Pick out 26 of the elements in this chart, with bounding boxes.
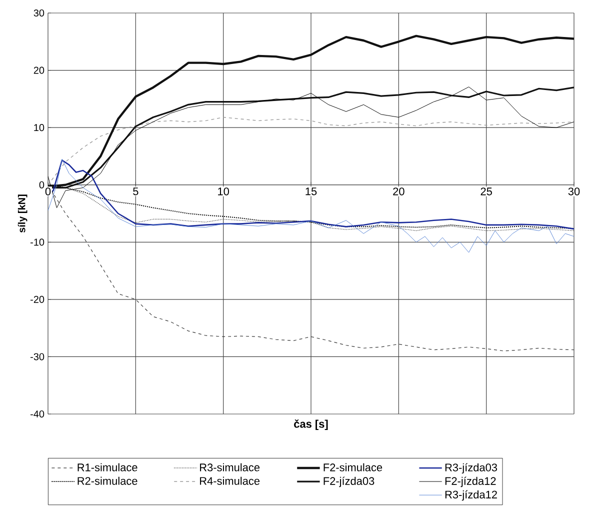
legend-label: R3-simulace bbox=[200, 463, 260, 472]
x-tick-label: 20 bbox=[393, 188, 404, 196]
y-tick-label: 0 bbox=[39, 181, 44, 188]
legend-label: R1-simulace bbox=[78, 463, 138, 472]
x-tick-label: 0 bbox=[45, 188, 51, 196]
legend-label: R3-jízda12 bbox=[445, 490, 497, 501]
legend-label: R4-simulace bbox=[200, 476, 260, 485]
y-tick-label: -10 bbox=[30, 238, 44, 246]
x-axis-title: čas [s] bbox=[294, 420, 328, 430]
y-tick-label: -20 bbox=[30, 296, 44, 303]
y-tick-label: -30 bbox=[30, 353, 44, 360]
x-tick-label: 5 bbox=[133, 188, 138, 196]
x-tick-label: 25 bbox=[480, 188, 492, 196]
y-tick-label: 10 bbox=[34, 124, 44, 132]
y-tick-label: -40 bbox=[30, 410, 44, 418]
legend-label: F2-jízda03 bbox=[324, 476, 374, 488]
y-tick-label: 20 bbox=[34, 66, 44, 74]
x-tick-label: 30 bbox=[568, 188, 580, 196]
y-axis-title: síly [kN] bbox=[18, 194, 28, 233]
y-tick-label: 30 bbox=[34, 9, 44, 17]
legend-label: R2-simulace bbox=[78, 476, 138, 485]
x-tick-label: 15 bbox=[306, 188, 317, 196]
legend-label: F2-jízda12 bbox=[445, 476, 496, 488]
legend-label: R3-jízda03 bbox=[445, 463, 498, 474]
legend-label: F2-simulace bbox=[324, 463, 382, 472]
x-tick-label: 10 bbox=[218, 188, 229, 196]
